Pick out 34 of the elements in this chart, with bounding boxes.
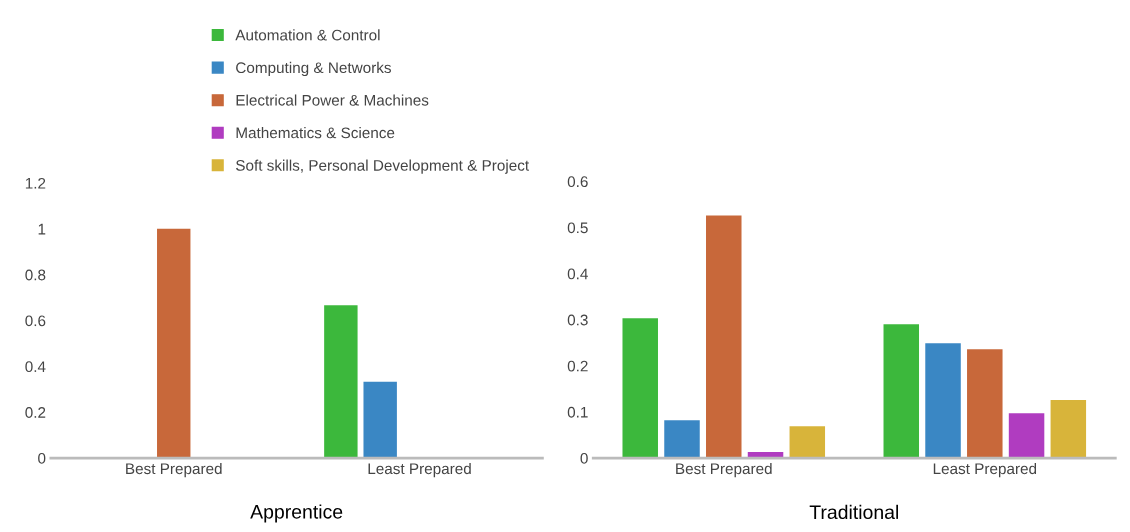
- bar: [883, 324, 920, 459]
- y-tick-label: 0.6: [567, 176, 588, 188]
- bar: [925, 343, 961, 459]
- y-tick-label: 0: [580, 452, 588, 464]
- y-tick-label: 1.2: [25, 177, 46, 189]
- legend-label: Electrical Power & Machines: [236, 94, 429, 106]
- legend-label: Automation & Control: [235, 29, 380, 41]
- y-tick-label: 0.3: [567, 314, 588, 326]
- y-tick-label: 0.8: [25, 269, 46, 281]
- y-tick-label: 0.4: [567, 268, 588, 280]
- x-tick-label: Best Prepared: [126, 462, 222, 478]
- y-tick-label: 0.1: [567, 406, 588, 418]
- bar: [706, 215, 742, 459]
- y-tick-label: 1: [38, 223, 46, 235]
- y-tick-label: 0.5: [567, 222, 588, 234]
- bar: [664, 420, 700, 459]
- y-tick-label: 0.6: [25, 315, 46, 327]
- legend-label: Mathematics & Science: [236, 127, 395, 139]
- x-tick-label: Least Prepared: [933, 462, 1037, 478]
- bar: [1050, 399, 1087, 459]
- bar: [789, 426, 826, 459]
- legend-label: Computing & Networks: [236, 61, 391, 77]
- y-tick-label: 0.4: [25, 361, 46, 373]
- bar: [622, 318, 658, 459]
- x-tick-label: Least Prepared: [368, 462, 471, 478]
- bar: [967, 349, 1003, 459]
- y-tick-label: 0.2: [567, 360, 588, 372]
- bar: [1008, 413, 1045, 459]
- legend-label: Soft skills, Personal Development & Project: [236, 159, 529, 174]
- text: Apprentice: [250, 504, 343, 523]
- x-tick-label: Best Prepared: [676, 462, 772, 478]
- y-tick-label: 0.2: [25, 407, 46, 418]
- text: Traditional: [809, 504, 899, 520]
- y-tick-label: 0: [38, 452, 46, 464]
